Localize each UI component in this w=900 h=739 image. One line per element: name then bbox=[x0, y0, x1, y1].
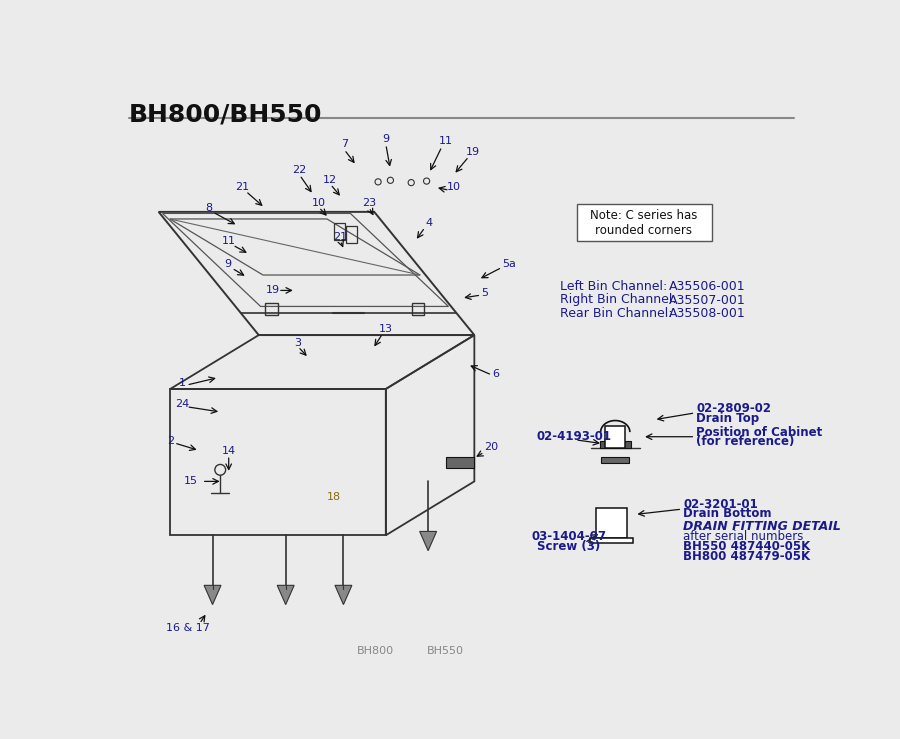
Text: BH800/BH550: BH800/BH550 bbox=[129, 103, 322, 126]
Text: DRAIN FITTING DETAIL: DRAIN FITTING DETAIL bbox=[683, 520, 841, 533]
Text: 21: 21 bbox=[333, 231, 347, 242]
Bar bbox=[446, 457, 473, 468]
Bar bbox=[599, 441, 631, 448]
Text: 02-2809-02: 02-2809-02 bbox=[696, 402, 771, 415]
Text: 13: 13 bbox=[379, 324, 392, 334]
Bar bbox=[605, 426, 626, 448]
Text: 19: 19 bbox=[465, 147, 480, 157]
Text: 11: 11 bbox=[221, 236, 236, 246]
Text: 9: 9 bbox=[382, 134, 390, 143]
Text: Drain Top: Drain Top bbox=[696, 412, 760, 425]
Text: 9: 9 bbox=[224, 259, 231, 269]
Bar bbox=[596, 508, 626, 537]
Text: 7: 7 bbox=[340, 139, 347, 149]
Text: 19: 19 bbox=[266, 285, 280, 296]
Text: 24: 24 bbox=[176, 399, 190, 409]
Text: 12: 12 bbox=[323, 174, 338, 185]
Bar bbox=[601, 457, 629, 463]
Text: 14: 14 bbox=[221, 446, 236, 455]
Text: after serial numbers: after serial numbers bbox=[683, 531, 804, 543]
Text: BH550: BH550 bbox=[428, 646, 464, 655]
Bar bbox=[334, 223, 345, 240]
Text: Drain Bottom: Drain Bottom bbox=[683, 507, 771, 520]
Text: 4: 4 bbox=[426, 219, 433, 228]
Text: BH800 487479-05K: BH800 487479-05K bbox=[683, 551, 810, 563]
Text: Screw (3): Screw (3) bbox=[537, 540, 600, 554]
Bar bbox=[346, 225, 356, 242]
Text: A35506-001: A35506-001 bbox=[669, 279, 746, 293]
Text: 8: 8 bbox=[205, 203, 212, 213]
Bar bbox=[411, 303, 424, 316]
Text: 18: 18 bbox=[327, 491, 341, 502]
Text: A35507-001: A35507-001 bbox=[669, 293, 746, 307]
Polygon shape bbox=[277, 585, 294, 605]
Text: 5: 5 bbox=[482, 287, 489, 298]
Text: 5a: 5a bbox=[502, 259, 516, 269]
Bar bbox=[577, 204, 712, 241]
Text: Note: C series has
rounded corners: Note: C series has rounded corners bbox=[590, 208, 698, 236]
Text: 11: 11 bbox=[439, 136, 453, 146]
Bar bbox=[590, 537, 633, 543]
Text: BH800: BH800 bbox=[356, 646, 393, 655]
Text: Rear Bin Channel:: Rear Bin Channel: bbox=[560, 307, 672, 321]
Text: Left Bin Channel:: Left Bin Channel: bbox=[560, 279, 667, 293]
Text: A35508-001: A35508-001 bbox=[669, 307, 746, 321]
Text: 02-4193-01: 02-4193-01 bbox=[536, 430, 612, 443]
Polygon shape bbox=[335, 585, 352, 605]
Polygon shape bbox=[419, 531, 436, 551]
Text: BH550 487440-05K: BH550 487440-05K bbox=[683, 540, 810, 554]
Text: 22: 22 bbox=[292, 165, 307, 174]
Text: 1: 1 bbox=[179, 378, 186, 388]
Text: 6: 6 bbox=[492, 369, 499, 378]
Text: 16 & 17: 16 & 17 bbox=[166, 623, 210, 633]
Polygon shape bbox=[204, 585, 221, 605]
Text: 3: 3 bbox=[294, 338, 302, 348]
Text: 10: 10 bbox=[446, 183, 461, 192]
Text: Position of Cabinet: Position of Cabinet bbox=[696, 426, 823, 439]
Text: 21: 21 bbox=[235, 183, 249, 192]
Text: 03-1404-07: 03-1404-07 bbox=[532, 531, 607, 543]
Text: 2: 2 bbox=[166, 436, 174, 446]
Text: 23: 23 bbox=[362, 197, 376, 208]
Text: 20: 20 bbox=[484, 442, 499, 452]
Text: 02-3201-01: 02-3201-01 bbox=[683, 498, 758, 511]
Text: (for reference): (for reference) bbox=[696, 435, 795, 448]
Bar bbox=[266, 303, 278, 316]
Text: 15: 15 bbox=[184, 477, 198, 486]
Text: Right Bin Channel:: Right Bin Channel: bbox=[560, 293, 677, 307]
Text: 10: 10 bbox=[311, 197, 326, 208]
